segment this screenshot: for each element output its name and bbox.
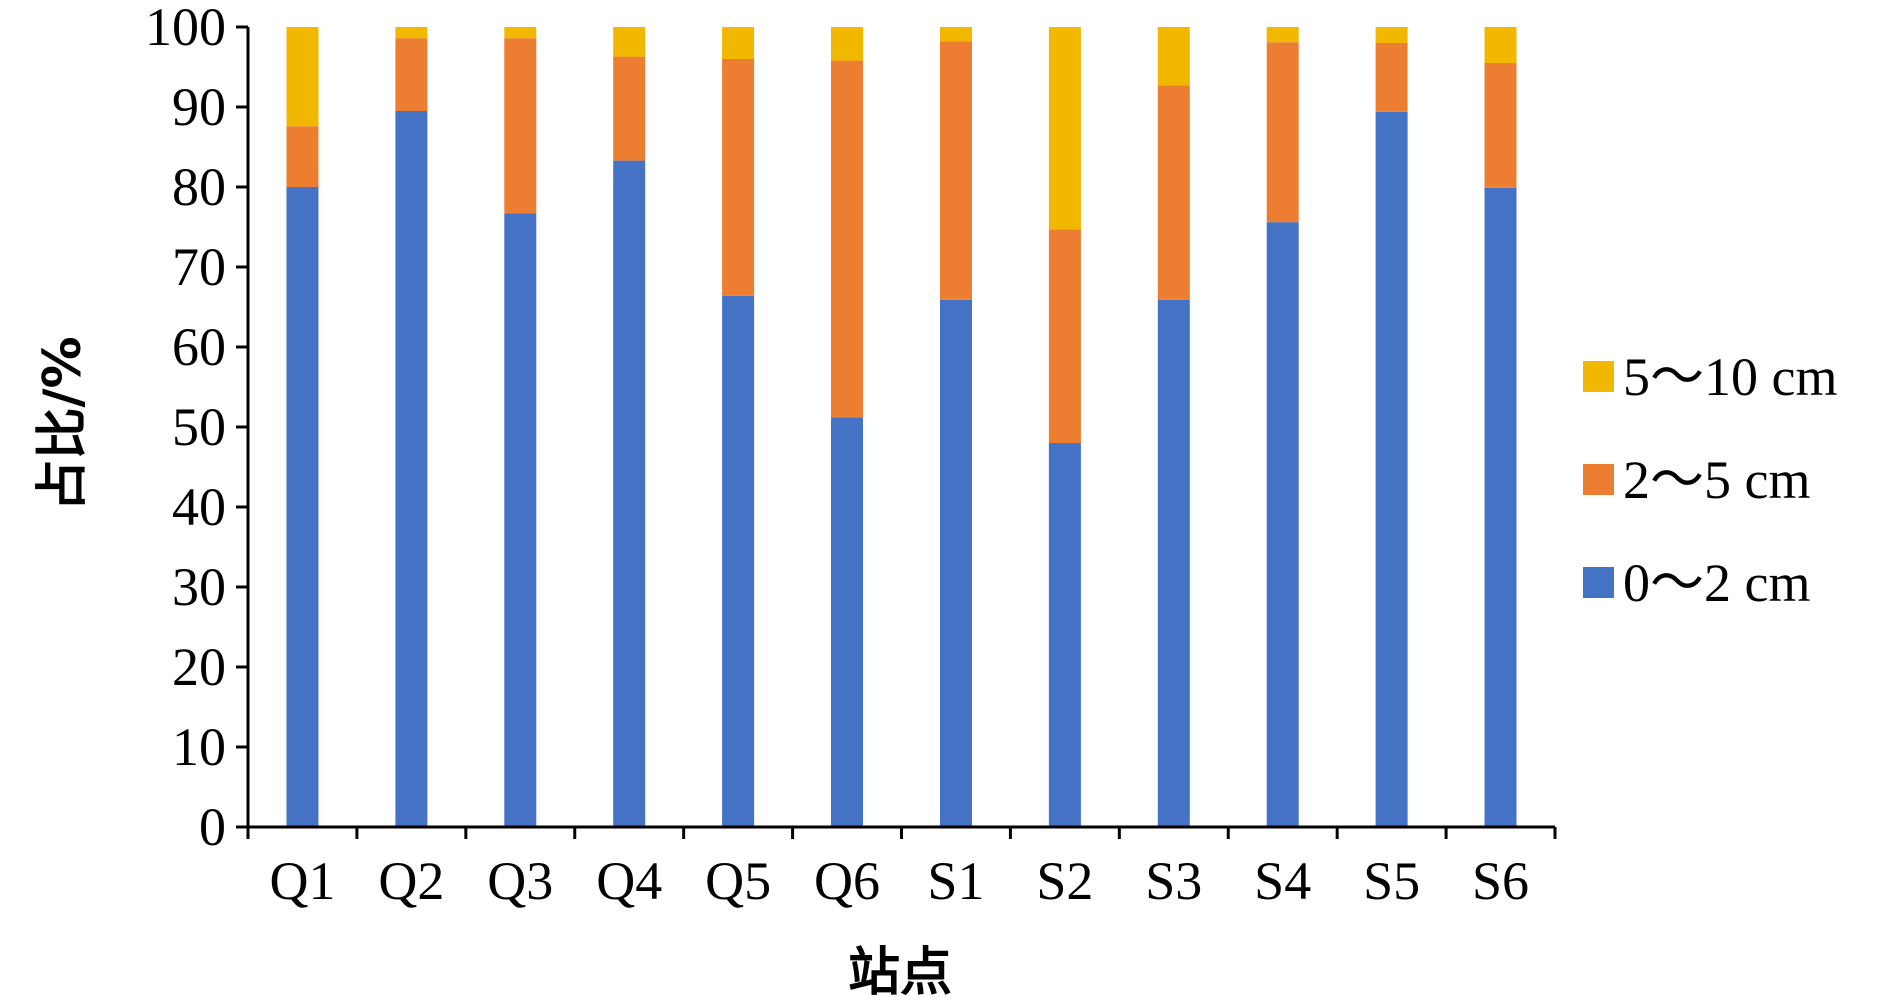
x-tick-label: S3 [1145, 851, 1202, 911]
x-tick-label: S2 [1036, 851, 1093, 911]
bar-Q4-series-0 [613, 160, 646, 828]
bar-Q3-series-0 [504, 213, 537, 827]
x-tick-label: Q6 [814, 851, 880, 911]
bar-Q5-series-2 [722, 27, 755, 59]
x-tick-label: S1 [927, 851, 984, 911]
bar-Q4-series-2 [613, 27, 646, 57]
y-tick-label: 60 [172, 317, 226, 377]
x-tick-label: S4 [1254, 851, 1311, 911]
legend-swatch [1583, 464, 1614, 495]
bar-S2-series-0 [1048, 443, 1081, 827]
x-tick-label: S5 [1363, 851, 1420, 911]
bar-Q1-series-2 [286, 27, 319, 127]
bar-S2-series-1 [1048, 229, 1081, 443]
bar-S5-series-2 [1375, 27, 1408, 43]
bar-S6-series-1 [1484, 63, 1517, 188]
x-tick-label: Q5 [705, 851, 771, 911]
y-tick-label: 80 [172, 157, 226, 217]
bar-Q2-series-1 [395, 38, 428, 112]
bar-S4-series-0 [1266, 222, 1299, 827]
bar-S3-series-2 [1157, 27, 1190, 86]
y-axis-title: 占比/% [33, 336, 93, 511]
y-tick-label: 20 [172, 637, 226, 697]
y-tick-label: 0 [199, 797, 226, 857]
legend: 5～10 cm 2～5 cm 0～2 cm [1583, 347, 1837, 613]
y-tick-label: 40 [172, 477, 226, 537]
y-axis-ticks: 0 10 20 30 40 50 60 70 80 90 100 [145, 0, 248, 857]
bar-Q4-series-1 [613, 56, 646, 161]
x-axis-title: 站点 [848, 943, 952, 1003]
bar-S4-series-1 [1266, 42, 1299, 223]
bar-S1-series-1 [940, 41, 972, 300]
y-tick-label: 100 [145, 0, 226, 57]
bar-S6-series-0 [1484, 187, 1517, 828]
legend-swatch [1583, 361, 1614, 392]
bars-group [286, 27, 1517, 828]
bar-Q1-series-0 [286, 187, 319, 827]
x-tick-label: Q4 [596, 851, 662, 911]
bar-S4-series-2 [1266, 27, 1299, 43]
legend-label: 5～10 cm [1623, 347, 1837, 407]
y-tick-label: 70 [172, 237, 226, 297]
bar-S5-series-0 [1375, 111, 1408, 828]
plot-area: 0 10 20 30 40 50 60 70 80 90 100 Q1 Q2 Q3 Q4 Q5 Q6 S1 S2 S… [145, 0, 1557, 911]
bar-Q3-series-2 [504, 27, 537, 39]
bar-Q5-series-1 [722, 59, 755, 296]
x-axis-ticks: Q1 Q2 Q3 Q4 Q5 Q6 S1 S2 S3 S4 S5 S6 [246, 827, 1557, 911]
x-tick-label: Q1 [269, 851, 335, 911]
x-tick-label: Q3 [487, 851, 553, 911]
bar-Q6-series-0 [831, 417, 863, 827]
bar-Q3-series-1 [504, 38, 537, 214]
bar-S3-series-0 [1157, 299, 1190, 827]
bar-S6-series-2 [1484, 27, 1517, 63]
bar-S1-series-2 [940, 27, 972, 42]
y-tick-label: 30 [172, 557, 226, 617]
bar-S1-series-0 [940, 299, 972, 827]
bar-Q6-series-1 [831, 60, 863, 418]
legend-label: 0～2 cm [1623, 553, 1810, 613]
x-tick-label: S6 [1472, 851, 1529, 911]
bar-S5-series-1 [1375, 43, 1408, 112]
bar-S2-series-2 [1048, 27, 1081, 230]
legend-swatch [1583, 567, 1614, 598]
bar-Q1-series-1 [286, 126, 319, 187]
bar-Q2-series-2 [395, 27, 428, 39]
y-tick-label: 10 [172, 717, 226, 777]
bar-Q5-series-0 [722, 295, 755, 827]
x-tick-label: Q2 [378, 851, 444, 911]
bar-S3-series-1 [1157, 85, 1190, 300]
legend-label: 2～5 cm [1623, 450, 1810, 510]
bar-Q2-series-0 [395, 111, 428, 827]
y-tick-label: 50 [172, 397, 226, 457]
bar-Q6-series-2 [831, 27, 863, 61]
y-tick-label: 90 [172, 77, 226, 137]
